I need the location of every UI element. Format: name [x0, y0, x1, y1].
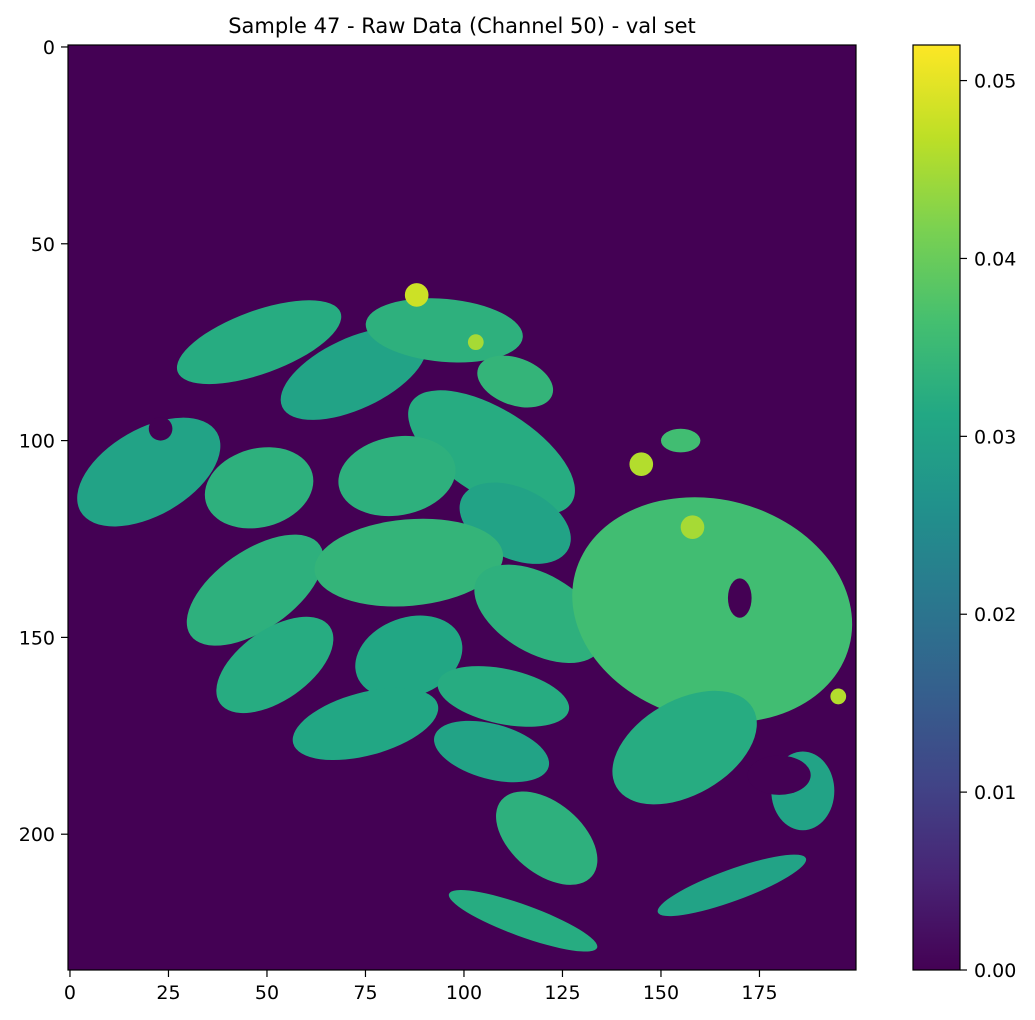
highlights-layer	[404, 283, 847, 705]
highlight-spot-1	[629, 452, 654, 477]
region-grain-bottom-center	[434, 720, 550, 783]
holes-layer	[148, 416, 811, 795]
x-axis: 0 25 50 75 100 125 150 175	[64, 970, 778, 1004]
region-left-edge-blob	[77, 417, 221, 527]
colorbar-tick-label: 0.02	[974, 604, 1016, 626]
region-bottom-strip	[448, 890, 598, 952]
region-upper-grain-1	[280, 327, 427, 420]
region-right-mass	[572, 497, 853, 723]
y-tick-label: 150	[19, 627, 55, 649]
region-grain-lower-right	[437, 666, 570, 727]
plot-area	[68, 45, 856, 970]
y-axis: 0 50 100 150 200	[19, 37, 68, 846]
region-grain-lower-left	[216, 616, 334, 714]
plot-frame	[67, 44, 857, 971]
region-grain-lower-center	[355, 615, 463, 699]
y-tick-label: 0	[43, 37, 55, 59]
region-grain-center-top	[338, 435, 456, 517]
region-grain-left-mid	[204, 447, 314, 529]
colorbar-tick-label: 0.03	[974, 426, 1016, 448]
region-grain-bottom-left	[292, 687, 439, 761]
chart-title: Sample 47 - Raw Data (Channel 50) - val …	[228, 14, 696, 38]
colorbar-tick-label: 0.01	[974, 782, 1016, 804]
x-tick-label: 50	[255, 982, 279, 1004]
region-bottom-right-strip	[657, 854, 807, 917]
region-grain-center	[314, 518, 504, 607]
highlight-spot-4	[830, 688, 847, 705]
highlight-spot-0	[404, 283, 429, 307]
x-tick-label: 75	[353, 982, 377, 1004]
region-grain-right	[474, 564, 604, 663]
hole-right-cavity	[747, 755, 811, 795]
regions-layer	[77, 298, 853, 952]
region-grain-left-lower	[186, 534, 324, 646]
highlight-spot-2	[680, 515, 705, 540]
region-upper-grain-2	[365, 298, 523, 363]
x-tick-label: 125	[544, 982, 580, 1004]
region-top-left-arc	[176, 300, 342, 385]
colorbar-axis: 0.00 0.01 0.02 0.03 0.04 0.05	[960, 71, 1016, 982]
x-tick-label: 100	[446, 982, 482, 1004]
colorbar-tick-label: 0.04	[974, 248, 1016, 270]
colorbar-tick-label: 0.05	[974, 71, 1016, 93]
region-grain-bottom-tip	[496, 791, 598, 885]
hole-left-hole	[148, 416, 173, 441]
x-tick-label: 175	[741, 982, 777, 1004]
region-small-upper-right-blob	[660, 428, 701, 453]
highlight-spot-3	[467, 334, 484, 351]
x-tick-label: 150	[643, 982, 679, 1004]
y-tick-label: 200	[19, 824, 55, 846]
hole-right-notch	[727, 578, 752, 618]
x-tick-label: 25	[156, 982, 180, 1004]
colorbar-tick-label: 0.00	[974, 960, 1016, 982]
y-tick-label: 50	[31, 234, 55, 256]
y-tick-label: 100	[19, 431, 55, 453]
region-diagonal-grain	[408, 390, 575, 515]
colorbar	[912, 44, 961, 971]
region-upper-right-fragment	[477, 355, 554, 408]
region-right-lower-lobe	[612, 690, 757, 805]
x-tick-label: 0	[64, 982, 76, 1004]
